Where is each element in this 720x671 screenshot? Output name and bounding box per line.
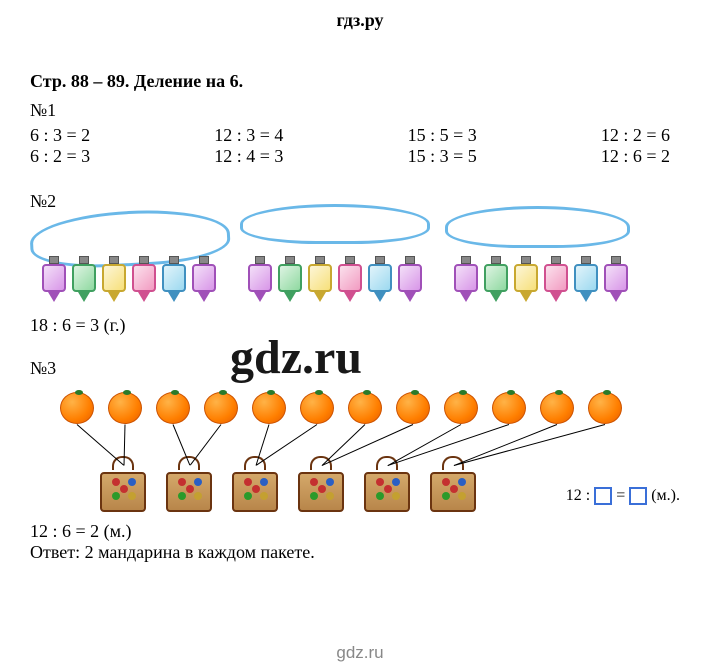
mandarin [60,392,94,424]
eq: 15 : 5 = 3 [408,125,477,146]
lantern [336,256,364,311]
lantern [572,256,600,311]
site-header: гдз.ру [30,10,690,31]
mandarin [588,392,622,424]
gift-bag [166,462,214,512]
formula-prefix: 12 : [566,487,590,505]
connector-line [454,424,605,466]
mandarin [348,392,382,424]
mandarin [444,392,478,424]
equations-grid: 6 : 3 = 2 6 : 2 = 3 12 : 3 = 4 12 : 4 = … [30,125,670,167]
mandarin-diagram: 12 : = (м.). [30,387,690,517]
lantern [276,256,304,311]
eq: 15 : 3 = 5 [408,146,477,167]
connector-line [77,424,125,466]
lantern [306,256,334,311]
problem-3-equation: 12 : 6 = 2 (м.) [30,521,690,542]
connector-line [322,424,413,466]
eq: 6 : 3 = 2 [30,125,90,146]
lantern [160,256,188,311]
site-footer: gdz.ru [0,643,720,663]
mandarin [492,392,526,424]
problem-1-label: №1 [30,100,690,121]
lantern [452,256,480,311]
problem-2-equation: 18 : 6 = 3 (г.) [30,315,690,336]
eq: 12 : 2 = 6 [601,125,670,146]
gift-bag [298,462,346,512]
eq: 12 : 3 = 4 [214,125,283,146]
formula-template: 12 : = (м.). [566,487,680,505]
blank-box [629,487,647,505]
connector-line [322,424,366,466]
lantern [100,256,128,311]
gift-bag [364,462,412,512]
problem-3-label: №3 [30,358,690,379]
lantern [602,256,630,311]
mandarin [108,392,142,424]
problem-3-answer: Ответ: 2 мандарина в каждом пакете. [30,542,690,563]
gift-bag [232,462,280,512]
mandarin [540,392,574,424]
lantern [70,256,98,311]
lantern [396,256,424,311]
mandarin [300,392,334,424]
lantern [190,256,218,311]
eq: 12 : 4 = 3 [214,146,283,167]
lantern [246,256,274,311]
lantern [482,256,510,311]
page-title: Стр. 88 – 89. Деление на 6. [30,71,690,92]
lantern-diagram [30,216,670,311]
mandarin [204,392,238,424]
blank-box [594,487,612,505]
group-circle-3 [445,206,630,248]
lantern [366,256,394,311]
eq: 6 : 2 = 3 [30,146,90,167]
eq-sign: = [616,487,625,505]
lantern [40,256,68,311]
mandarin [396,392,430,424]
lantern [130,256,158,311]
lantern [512,256,540,311]
lantern [542,256,570,311]
gift-bag [100,462,148,512]
formula-suffix: (м.). [651,487,680,505]
eq: 12 : 6 = 2 [601,146,670,167]
gift-bag [430,462,478,512]
connector-line [190,424,222,466]
mandarin [252,392,286,424]
mandarin [156,392,190,424]
connector-line [256,424,318,466]
group-circle-2 [240,204,430,244]
